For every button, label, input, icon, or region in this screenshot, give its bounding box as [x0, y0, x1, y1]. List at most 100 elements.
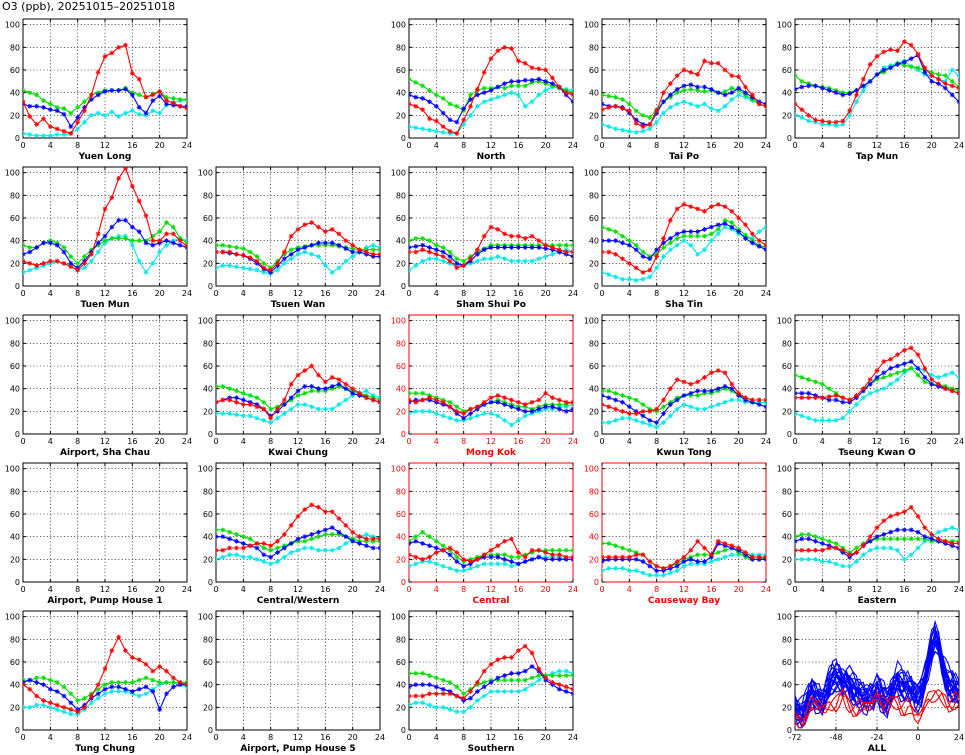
x-tick-label: 20 — [734, 437, 744, 446]
red-point — [626, 108, 632, 114]
green-point — [440, 543, 446, 549]
green-point — [563, 673, 569, 678]
red-point — [461, 263, 467, 268]
green-point — [702, 233, 707, 239]
blue-point — [722, 384, 728, 389]
red-point — [409, 397, 412, 403]
x-tick-label: 4 — [48, 141, 53, 150]
x-tick-label: 24 — [375, 437, 385, 446]
plot-area — [602, 538, 766, 578]
y-tick-label: 60 — [203, 510, 213, 519]
red-point — [613, 103, 619, 109]
plot-area — [795, 345, 959, 423]
cyan-point — [220, 554, 226, 560]
blue-point — [343, 386, 349, 392]
red-point — [447, 258, 453, 264]
y-tick-label: 20 — [396, 407, 406, 416]
red-point — [833, 545, 839, 551]
green-point — [295, 393, 301, 398]
red-point — [543, 67, 549, 73]
cyan-point — [488, 689, 494, 694]
blue-point — [343, 246, 349, 251]
y-tick-label: 100 — [584, 317, 599, 326]
red-point — [715, 538, 721, 544]
cyan-point — [409, 267, 412, 273]
red-series-line — [23, 635, 187, 713]
cyan-point — [509, 422, 514, 428]
blue-point — [468, 411, 473, 416]
cyan-point — [795, 411, 798, 416]
green-point — [688, 86, 694, 92]
x-tick-label: 12 — [679, 437, 689, 446]
green-point — [454, 554, 460, 560]
blue-point — [626, 404, 632, 410]
blue-point — [502, 673, 508, 678]
blue-point — [41, 240, 46, 246]
panel-title: Tseung Kwan O — [838, 448, 916, 458]
cyan-point — [136, 111, 142, 117]
blue-point — [143, 684, 149, 690]
blue-point — [736, 85, 742, 91]
cyan-point — [295, 547, 301, 553]
y-tick-label: 100 — [198, 317, 213, 326]
blue-point — [336, 529, 342, 535]
y-tick-label: 80 — [589, 43, 599, 52]
y-tick-label: 0 — [15, 282, 20, 291]
x-tick-label: 0 — [406, 733, 411, 742]
green-point — [157, 680, 163, 685]
cyan-point — [227, 411, 233, 416]
blue-point — [640, 413, 646, 419]
blue-point — [129, 92, 135, 98]
x-tick-label: 0 — [213, 585, 218, 594]
red-point — [763, 397, 766, 403]
green-point — [454, 404, 460, 410]
red-point — [956, 85, 959, 91]
x-tick-label: 4 — [627, 141, 632, 150]
cyan-point — [722, 399, 728, 405]
green-point — [640, 112, 646, 118]
blue-point — [681, 393, 687, 398]
cyan-point — [681, 99, 687, 105]
blue-point — [922, 534, 928, 540]
green-point — [633, 397, 639, 403]
blue-point — [529, 664, 535, 669]
cyan-point — [413, 263, 419, 268]
blue-point — [468, 97, 473, 102]
red-point — [220, 547, 226, 553]
blue-point — [570, 406, 573, 412]
cyan-point — [427, 127, 432, 133]
panel-title: ALL — [868, 744, 887, 754]
y-tick-label: 20 — [782, 407, 792, 416]
red-point — [667, 81, 673, 86]
green-point — [75, 260, 81, 266]
blue-point — [295, 388, 301, 394]
red-point — [749, 397, 755, 403]
plot-area — [409, 44, 573, 136]
red-point — [234, 545, 239, 551]
blue-point — [901, 59, 907, 65]
red-point — [633, 411, 639, 416]
cyan-point — [502, 92, 508, 98]
cyan-point — [536, 677, 542, 683]
red-point — [860, 543, 866, 549]
cyan-point — [427, 559, 432, 564]
y-tick-label: 60 — [10, 66, 20, 75]
red-point — [350, 529, 356, 535]
cyan-point — [309, 545, 315, 551]
cyan-point — [88, 112, 94, 118]
red-point — [602, 107, 605, 113]
blue-point — [795, 390, 798, 396]
blue-point — [454, 260, 460, 266]
cyan-point — [502, 418, 508, 423]
green-point — [613, 229, 619, 234]
cyan-point — [82, 119, 87, 125]
x-tick-label: 0 — [599, 141, 604, 150]
y-tick-label: 60 — [782, 510, 792, 519]
y-tick-label: 40 — [589, 89, 599, 98]
red-point — [620, 408, 625, 414]
cyan-point — [82, 265, 87, 271]
x-tick-label: 16 — [513, 141, 523, 150]
